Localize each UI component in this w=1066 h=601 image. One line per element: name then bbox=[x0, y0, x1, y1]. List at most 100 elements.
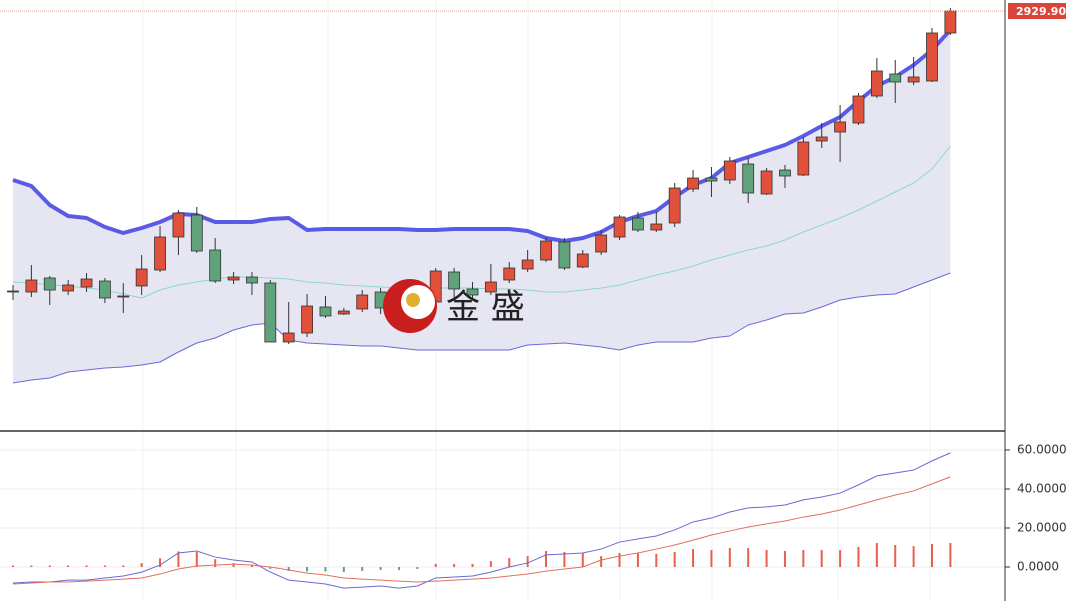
histogram-bar bbox=[214, 559, 217, 568]
candle-body bbox=[760, 170, 773, 195]
histogram-bar bbox=[618, 552, 621, 568]
y-tick-label: 60.0000 bbox=[1017, 442, 1066, 456]
candle-body bbox=[576, 253, 589, 268]
histogram-bar bbox=[324, 567, 327, 572]
candle-body bbox=[834, 121, 846, 133]
histogram-bar bbox=[581, 552, 584, 568]
histogram-bar bbox=[159, 558, 162, 568]
histogram-bar bbox=[250, 565, 253, 568]
histogram-bar bbox=[747, 548, 750, 568]
histogram-bar bbox=[820, 550, 823, 568]
histogram-bar bbox=[673, 552, 676, 568]
histogram-bar bbox=[453, 563, 456, 568]
candle-body bbox=[264, 282, 277, 343]
histogram-bar bbox=[195, 552, 198, 568]
watermark-text: 金 盛 bbox=[446, 288, 525, 328]
band-fill bbox=[13, 30, 951, 383]
y-tick-label: 20.0000 bbox=[1017, 521, 1066, 535]
candle-body bbox=[742, 163, 755, 194]
candle-body bbox=[521, 259, 534, 270]
candle-body bbox=[319, 306, 332, 317]
histogram-bar bbox=[949, 543, 952, 568]
candle-body bbox=[25, 279, 38, 293]
histogram-bar bbox=[103, 565, 106, 568]
candle-body bbox=[668, 187, 681, 224]
histogram-bar bbox=[30, 565, 33, 568]
candle-body bbox=[944, 10, 957, 34]
candle-body bbox=[558, 241, 571, 269]
price-panel: 2929.90 bbox=[0, 3, 1066, 384]
candle-body bbox=[723, 160, 736, 181]
macd-panel: 60.0000 40.0000 20.0000 0.0000 bbox=[0, 442, 1066, 589]
candle-body bbox=[301, 305, 313, 334]
candle-body bbox=[172, 212, 185, 238]
histogram-bar bbox=[839, 550, 842, 568]
candle-body bbox=[282, 332, 295, 343]
histogram-bar bbox=[361, 567, 364, 571]
histogram-bar bbox=[12, 565, 14, 568]
candle-body bbox=[246, 276, 258, 284]
histogram-bar bbox=[765, 550, 768, 568]
candle-body bbox=[613, 216, 626, 238]
histogram-bar bbox=[306, 567, 309, 572]
candle-body bbox=[503, 267, 516, 281]
candle-body bbox=[43, 277, 56, 291]
macd-line bbox=[12, 452, 951, 589]
macd-line bbox=[12, 476, 951, 585]
histogram-bar bbox=[122, 565, 125, 568]
candle-body bbox=[815, 136, 828, 142]
candle-body bbox=[907, 76, 920, 83]
band-line bbox=[12, 272, 951, 384]
histogram-bar bbox=[636, 552, 639, 568]
candle-body bbox=[80, 278, 93, 288]
histogram-bar bbox=[342, 567, 345, 572]
histogram-bar bbox=[397, 567, 400, 570]
histogram-bar bbox=[545, 551, 548, 568]
candle-body bbox=[889, 73, 902, 83]
candle-body bbox=[62, 284, 75, 292]
histogram-bar bbox=[857, 546, 860, 568]
histogram-bar bbox=[232, 563, 235, 568]
histogram-bar bbox=[48, 565, 51, 568]
candle-body bbox=[448, 271, 461, 290]
histogram-bar bbox=[783, 551, 786, 568]
histogram-bar bbox=[710, 550, 713, 568]
histogram-bar bbox=[416, 567, 419, 569]
histogram-bar bbox=[471, 563, 474, 568]
histogram-bar bbox=[563, 552, 566, 568]
candle-body bbox=[870, 70, 883, 97]
histogram-bar bbox=[140, 563, 143, 568]
histogram-bar bbox=[894, 544, 897, 568]
candle-body bbox=[540, 240, 552, 261]
histogram-bar bbox=[802, 550, 805, 568]
candle-body bbox=[227, 276, 240, 281]
histogram-bar bbox=[489, 561, 492, 568]
histogram-bar bbox=[177, 551, 180, 568]
y-tick-label: 40.0000 bbox=[1017, 481, 1066, 495]
histogram-bar bbox=[379, 567, 382, 570]
candle-body bbox=[687, 177, 699, 190]
candle-body bbox=[135, 268, 148, 287]
histogram-bar bbox=[508, 558, 511, 568]
candle-body bbox=[797, 141, 810, 176]
histogram-bar bbox=[912, 546, 915, 568]
band-line bbox=[12, 145, 951, 299]
candle-body bbox=[7, 290, 19, 293]
candle-body bbox=[650, 223, 663, 231]
last-price-label: 2929.90 bbox=[1016, 5, 1066, 18]
band-line bbox=[12, 28, 952, 243]
candle-body bbox=[154, 236, 166, 271]
candle-body bbox=[595, 234, 608, 253]
candle-body bbox=[337, 310, 350, 315]
histogram-bar bbox=[728, 548, 731, 568]
candle-body bbox=[852, 95, 865, 124]
candle-body bbox=[484, 281, 497, 293]
histogram-bar bbox=[600, 556, 603, 568]
histogram-bar bbox=[655, 553, 658, 568]
candle-body bbox=[356, 294, 369, 310]
y-tick-label: 0.0000 bbox=[1017, 560, 1059, 574]
histogram-bar bbox=[875, 543, 878, 568]
last-price-tag bbox=[1008, 3, 1066, 19]
candle-body bbox=[705, 177, 718, 182]
